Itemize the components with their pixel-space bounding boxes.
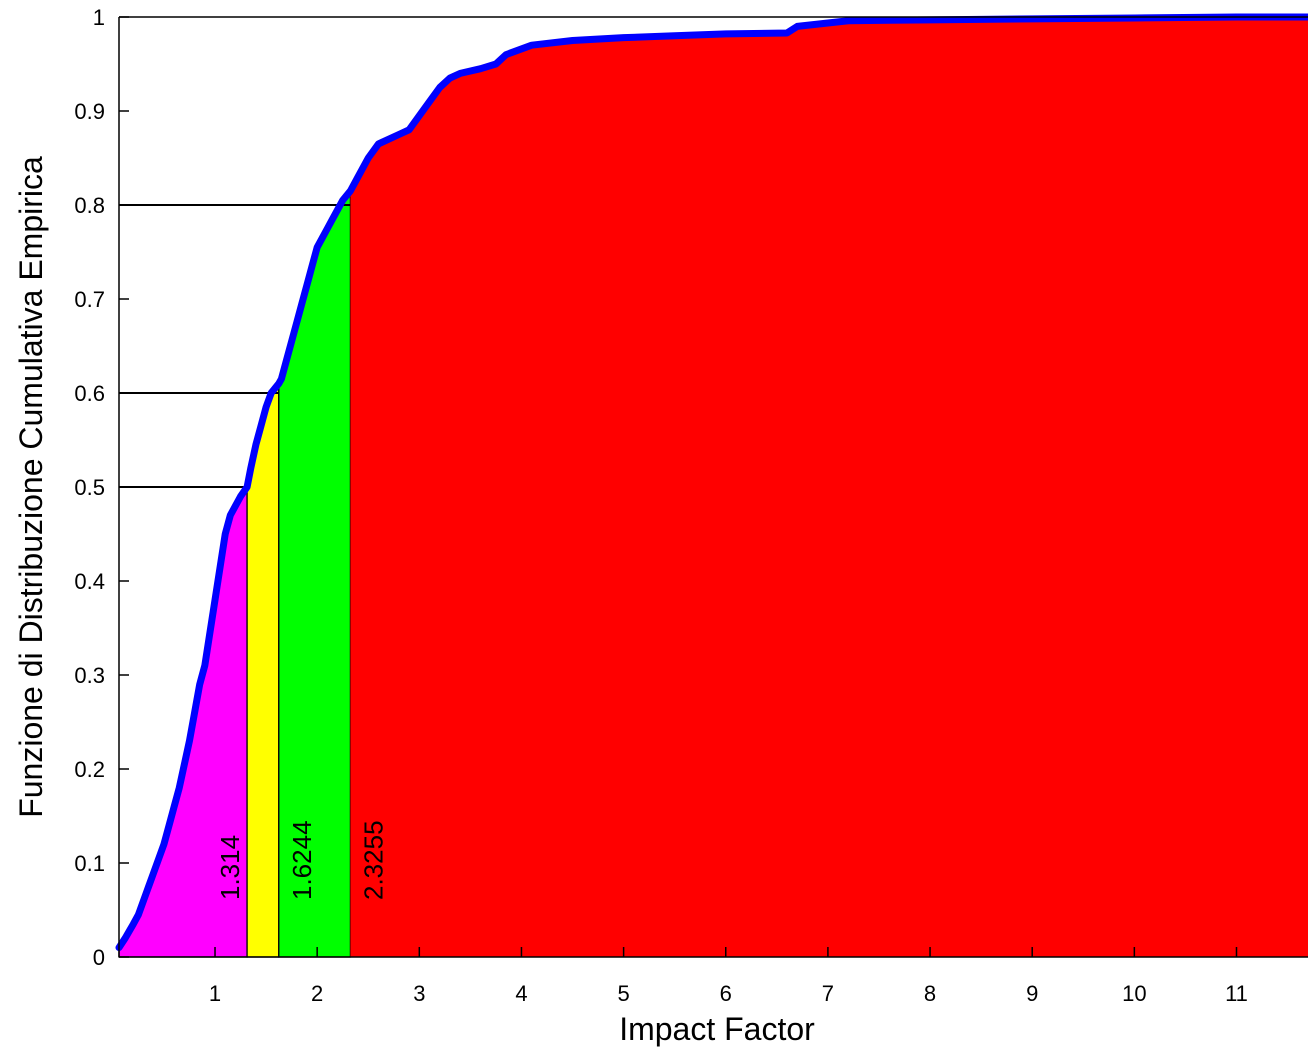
ecdf-line: [115, 13, 1308, 952]
threshold-labels: 1.314 1.6244 2.3255: [215, 820, 388, 900]
y-tick-label: 0: [93, 945, 105, 970]
x-tick-label: 6: [720, 981, 732, 1006]
threshold-lines: [119, 204, 351, 488]
threshold-label-2: 1.6244: [287, 820, 317, 900]
x-tick-label: 7: [822, 981, 834, 1006]
x-tick-label: 11: [1225, 981, 1248, 1006]
x-tick-label: 3: [413, 981, 425, 1006]
shaded-regions: [118, 17, 1308, 958]
threshold-label-3: 2.3255: [358, 820, 388, 900]
ecdf-curve: [115, 13, 1308, 952]
x-axis-title: Impact Factor: [619, 1011, 815, 1047]
y-tick-label: 0.9: [74, 99, 105, 124]
y-tick-label: 1: [93, 5, 105, 30]
y-tick-label: 0.6: [74, 381, 105, 406]
y-tick-label: 0.4: [74, 569, 105, 594]
x-tick-label: 9: [1026, 981, 1038, 1006]
threshold-label-1: 1.314: [215, 835, 245, 900]
x-tick-label: 4: [515, 981, 527, 1006]
y-tick-label: 0.8: [74, 193, 105, 218]
y-tick-label: 0.1: [74, 851, 105, 876]
y-tick-label: 0.3: [74, 663, 105, 688]
y-tick-label: 0.2: [74, 757, 105, 782]
x-tick-label: 10: [1122, 981, 1146, 1006]
axes: 00.10.20.30.40.50.60.70.80.911 2 3 4 5 6 7 8 9 10…: [74, 5, 1308, 1006]
y-tick-label: 0.5: [74, 475, 105, 500]
x-tick-label: 5: [617, 981, 629, 1006]
y-tick-label: 0.7: [74, 287, 105, 312]
region-4: [350, 17, 1308, 957]
x-tick-label: 2: [311, 981, 323, 1006]
x-tick-label: 1: [209, 981, 221, 1006]
x-tick-label: 8: [924, 981, 936, 1006]
y-axis-title: Funzione di Distribuzione Cumulativa Emp…: [13, 156, 49, 818]
